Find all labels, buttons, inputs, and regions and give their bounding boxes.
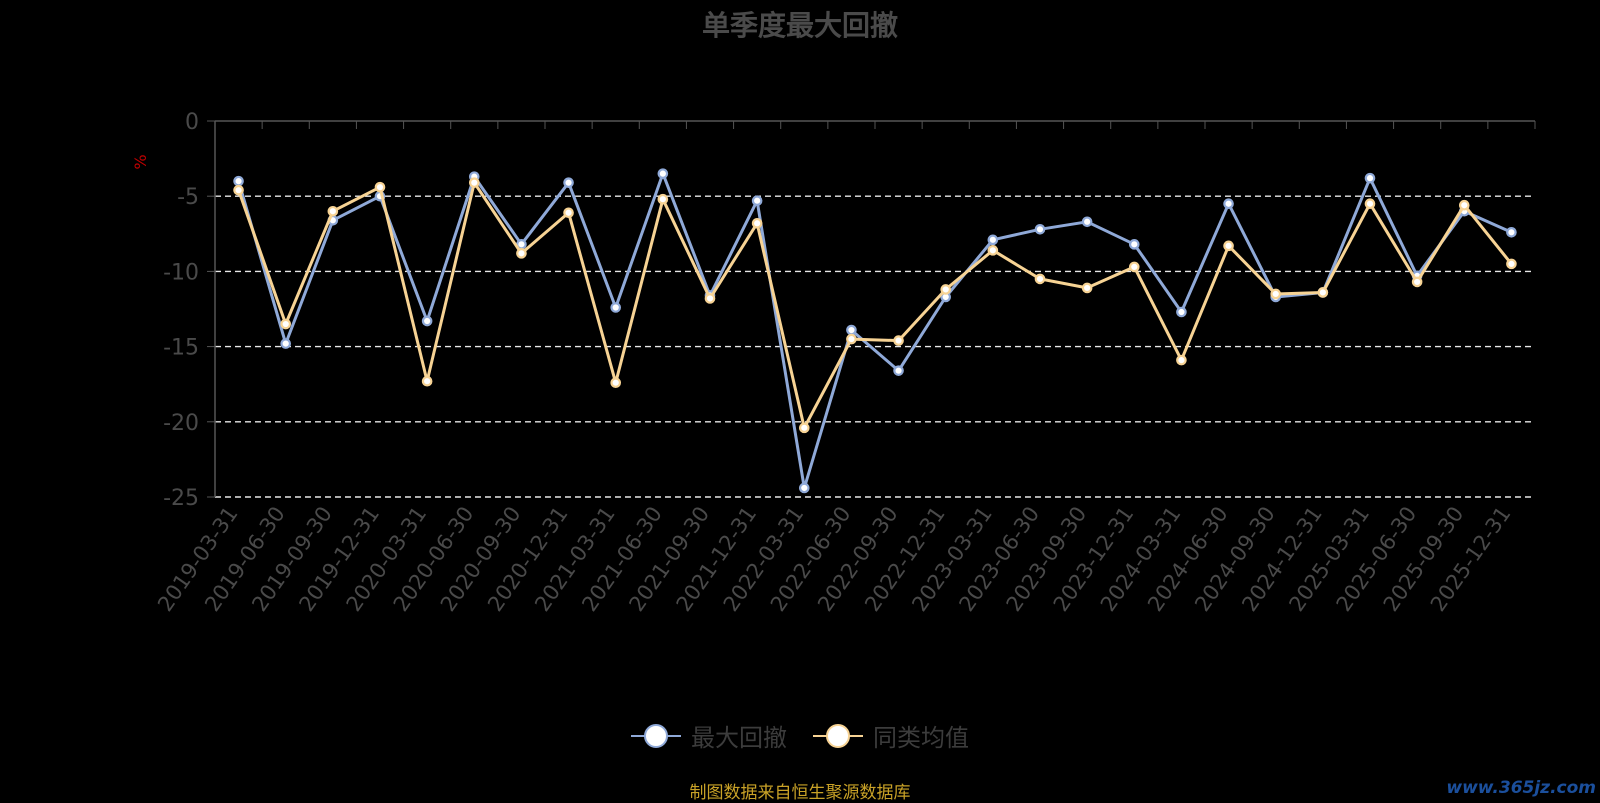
data-point-series1 <box>1270 288 1282 300</box>
data-point-series1 <box>1176 354 1187 366</box>
data-point-series0 <box>1128 239 1140 250</box>
data-point-series1 <box>421 375 433 387</box>
data-point-series0 <box>421 315 433 327</box>
y-tick-label: -15 <box>163 336 199 361</box>
data-point-series1 <box>751 217 763 229</box>
y-tick-label: -25 <box>163 486 199 511</box>
legend-marker-category-average <box>813 723 863 748</box>
y-tick-label: -10 <box>163 260 199 285</box>
watermark-logo: www.365jz.com <box>1446 778 1596 798</box>
y-tick-label: 0 <box>185 110 199 135</box>
y-tick-label: -20 <box>163 411 199 436</box>
y-axis-label: % <box>131 154 150 169</box>
data-point-series1 <box>846 333 857 345</box>
data-point-series0 <box>1506 226 1517 238</box>
data-point-series0 <box>846 324 857 336</box>
data-point-series1 <box>374 181 386 193</box>
data-point-series1 <box>516 248 527 259</box>
data-point-series1 <box>1458 199 1470 211</box>
data-point-series1 <box>1506 258 1517 270</box>
data-point-series0 <box>280 338 292 349</box>
data-source-note: 制图数据来自恒生聚源数据库 <box>689 783 911 803</box>
data-point-series0 <box>657 168 669 179</box>
data-point-series1 <box>987 245 999 256</box>
data-point-series0 <box>563 177 574 188</box>
data-point-series0 <box>1176 306 1187 318</box>
data-point-series1 <box>1223 240 1234 252</box>
legend: 最大回撤 同类均值 <box>0 718 1600 753</box>
data-point-series1 <box>468 177 480 188</box>
data-point-series0 <box>1081 216 1093 228</box>
data-point-series0 <box>1034 223 1046 235</box>
legend-label-max-drawdown: 最大回撤 <box>691 724 787 752</box>
data-point-series1 <box>657 193 669 205</box>
data-point-series0 <box>893 365 904 376</box>
data-point-series1 <box>1411 276 1423 288</box>
data-point-series1 <box>798 422 810 434</box>
chart-title: 单季度最大回撤 <box>701 9 898 42</box>
legend-item-category-average[interactable]: 同类均值 <box>813 718 969 753</box>
legend-label-category-average: 同类均值 <box>873 724 969 752</box>
data-point-series0 <box>233 175 244 187</box>
series-line-0 <box>237 172 1513 490</box>
data-point-series1 <box>1317 287 1329 298</box>
y-tick-label: -5 <box>177 185 199 210</box>
data-point-series1 <box>1364 198 1376 210</box>
data-point-series1 <box>1034 273 1046 285</box>
data-point-series0 <box>1364 172 1376 184</box>
data-point-series1 <box>280 318 292 330</box>
data-point-series1 <box>327 205 339 217</box>
data-point-series1 <box>233 184 244 196</box>
data-point-series1 <box>1081 282 1093 294</box>
series-line-1 <box>237 181 1513 430</box>
data-point-series1 <box>893 335 904 346</box>
legend-item-max-drawdown[interactable]: 最大回撤 <box>631 718 787 753</box>
data-point-series1 <box>704 293 716 304</box>
data-point-series0 <box>987 234 999 246</box>
data-point-series0 <box>610 302 622 313</box>
data-point-series0 <box>798 482 810 494</box>
data-point-series0 <box>751 195 763 207</box>
legend-marker-max-drawdown <box>631 723 681 748</box>
data-point-series1 <box>940 284 952 295</box>
data-point-series0 <box>1223 198 1234 210</box>
data-point-series1 <box>563 207 574 219</box>
data-point-series1 <box>610 377 622 388</box>
data-point-series1 <box>1128 261 1140 273</box>
